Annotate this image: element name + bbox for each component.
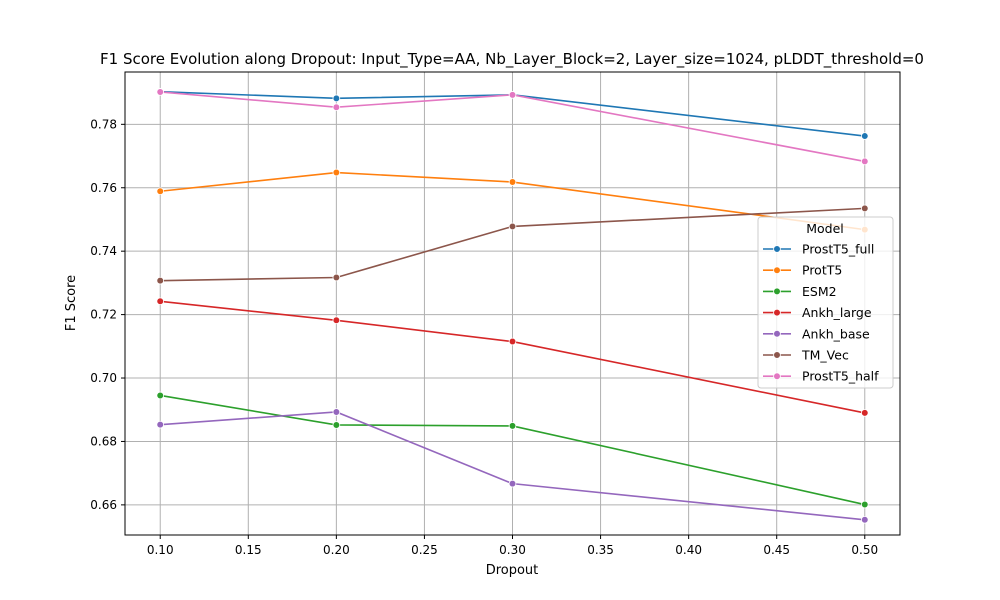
- data-point: [860, 409, 869, 417]
- series-line: [160, 411, 865, 521]
- series-prostt5-half: [156, 88, 869, 166]
- legend-item: TM_Vec: [763, 348, 849, 363]
- series-ankh-large: [156, 297, 869, 417]
- data-point: [156, 276, 165, 285]
- series-line: [160, 171, 865, 231]
- data-point: [332, 273, 341, 282]
- series-layer: [156, 87, 869, 524]
- data-point: [860, 204, 869, 213]
- legend-marker: [773, 245, 781, 253]
- series-ankh-base: [156, 408, 869, 524]
- legend-item: ProtT5: [763, 263, 842, 278]
- data-point: [860, 500, 869, 509]
- x-tick-label: 0.15: [235, 543, 262, 557]
- series-line: [160, 300, 865, 414]
- y-axis-ticks: 0.66 0.68 0.70 0.72 0.74 0.76 0.78: [90, 117, 125, 512]
- data-point: [156, 187, 165, 196]
- x-tick-label: 0.25: [411, 543, 438, 557]
- data-point: [508, 91, 517, 99]
- y-axis-label: F1 Score: [64, 275, 79, 331]
- legend-label: TM_Vec: [801, 348, 849, 363]
- legend-item: Ankh_base: [763, 326, 870, 341]
- legend-label: ProstT5_full: [802, 242, 874, 257]
- data-point: [156, 297, 165, 306]
- y-tick-label: 0.68: [90, 434, 117, 448]
- series-line: [160, 394, 865, 506]
- x-tick-label: 0.40: [675, 543, 702, 557]
- grid-lines: [125, 72, 900, 535]
- legend-marker: [773, 351, 781, 359]
- data-point: [156, 391, 165, 400]
- x-tick-label: 0.35: [587, 543, 614, 557]
- x-tick-label: 0.10: [147, 543, 174, 557]
- y-tick-label: 0.66: [90, 498, 117, 512]
- y-tick-label: 0.72: [90, 308, 117, 322]
- y-tick-label: 0.70: [90, 371, 117, 385]
- x-tick-label: 0.20: [323, 543, 350, 557]
- legend-marker: [773, 287, 781, 296]
- legend-items: ProstT5_full ProtT5 ESM2 Ankh_large Ankh_bas…: [763, 242, 879, 384]
- legend-marker: [773, 266, 781, 275]
- series-line: [160, 90, 865, 137]
- legend-label: ESM2: [802, 284, 837, 299]
- legend-marker: [773, 329, 781, 338]
- data-point: [508, 479, 517, 488]
- series-line: [160, 91, 865, 163]
- data-point: [156, 88, 165, 96]
- x-axis-label: Dropout: [486, 563, 539, 578]
- legend-marker: [773, 372, 781, 381]
- legend-label: ProstT5_half: [802, 369, 879, 384]
- y-tick-label: 0.74: [90, 244, 117, 258]
- legend-title: Model: [806, 221, 844, 236]
- data-point: [860, 515, 869, 524]
- y-tick-label: 0.76: [90, 181, 117, 195]
- data-point: [332, 94, 341, 103]
- data-point: [860, 132, 869, 140]
- chart-title: F1 Score Evolution along Dropout: Input_…: [100, 50, 924, 69]
- legend-label: Ankh_base: [802, 326, 870, 341]
- legend-item: Ankh_large: [763, 305, 872, 320]
- x-axis-ticks: 0.10 0.15 0.20 0.25 0.30 0.35 0.40 0.45 0.50: [147, 535, 878, 557]
- data-point: [332, 421, 341, 429]
- data-point: [156, 420, 165, 429]
- legend-box: [757, 216, 894, 389]
- legend: Model ProstT5_full ProtT5 ESM2 Ankh_large An…: [757, 216, 894, 389]
- x-tick-label: 0.30: [499, 543, 526, 557]
- y-tick-label: 0.78: [90, 117, 117, 131]
- legend-label: ProtT5: [802, 263, 842, 278]
- legend-item: ESM2: [763, 284, 837, 299]
- legend-item: ProstT5_full: [763, 242, 874, 257]
- data-point: [332, 103, 341, 112]
- legend-item: ProstT5_half: [763, 369, 879, 384]
- data-point: [332, 316, 341, 325]
- data-point: [332, 168, 341, 177]
- data-point: [508, 337, 517, 346]
- data-point: [508, 178, 517, 186]
- series-line: [160, 207, 865, 282]
- data-point: [508, 422, 517, 430]
- x-tick-label: 0.45: [763, 543, 790, 557]
- data-point: [508, 222, 517, 231]
- series-tm-vec: [156, 204, 869, 285]
- legend-label: Ankh_large: [802, 305, 872, 320]
- data-point: [860, 157, 869, 166]
- x-tick-label: 0.50: [851, 543, 878, 557]
- data-point: [332, 408, 341, 416]
- legend-marker: [773, 308, 781, 317]
- series-esm2: [156, 391, 869, 509]
